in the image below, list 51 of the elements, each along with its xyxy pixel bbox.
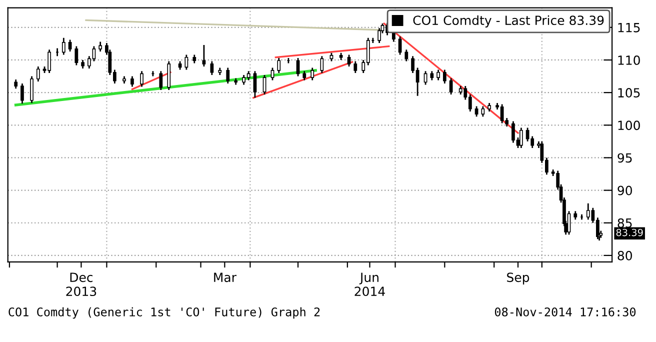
candlestick bbox=[270, 67, 274, 81]
candlestick bbox=[398, 36, 402, 56]
x-tick-label: Mar bbox=[214, 272, 236, 282]
candlestick bbox=[68, 39, 72, 52]
candlestick bbox=[442, 69, 446, 84]
candlestick bbox=[302, 70, 306, 81]
candlestick bbox=[184, 54, 188, 70]
candlestick bbox=[449, 78, 453, 96]
candlestick bbox=[296, 57, 300, 77]
x-tick-label: Sep bbox=[507, 272, 530, 284]
candlestick bbox=[404, 48, 408, 62]
candlestick bbox=[481, 106, 485, 118]
candlestick bbox=[262, 74, 266, 96]
y-tick-label: 110 bbox=[618, 55, 640, 65]
candlestick bbox=[347, 54, 351, 68]
candlestick bbox=[74, 46, 78, 66]
y-tick-label: 85 bbox=[618, 218, 632, 228]
y-tick-label: 105 bbox=[618, 88, 640, 98]
x-tick-label: Dec 2013 bbox=[66, 272, 96, 296]
x-tick-label: Jun 2014 bbox=[354, 272, 385, 296]
text: 08-Nov-2014 17:16:30 bbox=[494, 307, 636, 316]
candlestick bbox=[202, 44, 206, 68]
candlestick bbox=[210, 60, 214, 76]
y-tick-label: 115 bbox=[618, 23, 640, 32]
candlestick bbox=[519, 127, 523, 149]
candlestick bbox=[130, 76, 134, 88]
y-tick-label: 95 bbox=[618, 153, 632, 163]
candlestick bbox=[378, 27, 381, 44]
candlestick bbox=[226, 67, 230, 84]
candlestick bbox=[30, 76, 34, 104]
legend-label: CO1 Comdty - Last Price 83.39 bbox=[413, 15, 604, 28]
candlestick bbox=[474, 106, 478, 118]
y-tick-label: 100 bbox=[618, 120, 640, 130]
candlestick bbox=[36, 66, 40, 82]
candlestick bbox=[430, 70, 434, 81]
candlestick bbox=[14, 78, 18, 90]
candlestick bbox=[310, 67, 314, 81]
candlestick bbox=[354, 60, 358, 74]
candlestick bbox=[167, 60, 171, 91]
y-tick-label: 90 bbox=[618, 186, 632, 196]
candlestick bbox=[140, 70, 144, 88]
annotation: 83.39 bbox=[616, 228, 643, 236]
candlestick bbox=[436, 69, 440, 81]
candlestick bbox=[62, 37, 66, 56]
candlestick bbox=[320, 55, 324, 74]
text: CO1 Comdty (Generic 1st 'CO' Future) Graph 2 bbox=[8, 307, 320, 319]
y-tick-label: 80 bbox=[618, 250, 632, 260]
candlestick bbox=[20, 82, 24, 104]
candlestick bbox=[98, 41, 102, 52]
candlestick bbox=[159, 70, 163, 91]
candlestick bbox=[277, 57, 281, 74]
